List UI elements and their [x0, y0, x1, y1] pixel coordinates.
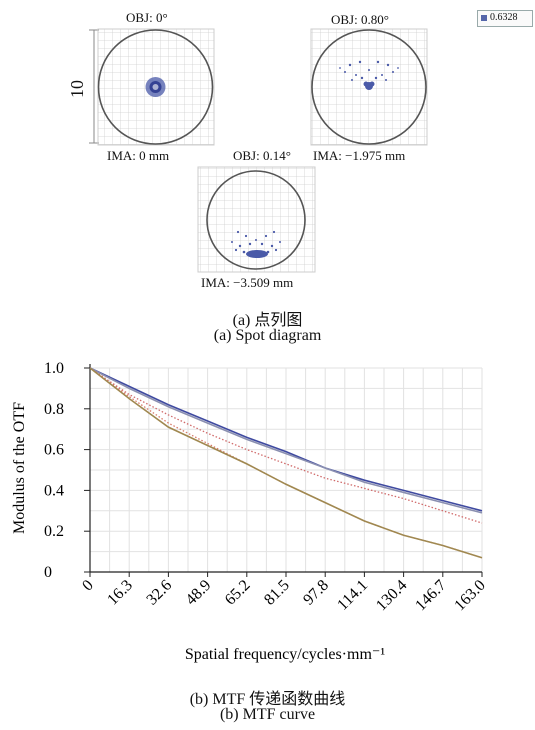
spot-cluster-2 — [339, 60, 399, 90]
scale-label: 10 — [67, 80, 87, 98]
y-tick-label: 0.2 — [44, 523, 64, 540]
spot-field-1 — [97, 28, 215, 146]
y-tick-label: 0.4 — [44, 482, 64, 499]
x-tick-label: 16.3 — [104, 577, 136, 609]
field-1-ima-label: IMA: 0 mm — [107, 148, 170, 163]
x-tick-label: 97.8 — [300, 577, 332, 609]
y-tick-labels: 0 0.2 0.4 0.6 0.8 1.0 — [44, 360, 90, 581]
field-1-obj-label: OBJ: 0° — [126, 10, 168, 25]
spot-field-2 — [310, 28, 428, 146]
x-axis-label: Spatial frequency/cycles·mm⁻¹ — [185, 646, 385, 663]
x-tick-label: 163.0 — [451, 577, 488, 614]
mtf-caption-cn: (b) MTF 传递函数曲线 — [189, 691, 346, 708]
y-tick-label: 1.0 — [44, 360, 64, 377]
y-tick-label: 0.8 — [44, 401, 64, 418]
field-2-obj-label: OBJ: 0.80° — [331, 12, 389, 27]
y-tick-label: 0 — [44, 564, 52, 581]
x-tick-label: 0 — [79, 577, 97, 595]
series-line-1 — [89, 367, 483, 512]
spot-caption-en: (a) Spot diagram — [213, 327, 322, 344]
spot-caption-cn: (a) 点列图 — [232, 312, 303, 329]
wavelength-label: 0.6328 — [490, 12, 518, 23]
x-tick-labels: 0 16.3 32.6 48.9 65.2 81.5 97.8 114.1 130.4 146.7… — [79, 572, 489, 614]
legend-swatch — [481, 15, 487, 21]
x-tick-label: 130.4 — [373, 577, 410, 614]
field-3-obj-label: OBJ: 0.14° — [233, 148, 291, 163]
mtf-chart: 0 0.2 0.4 0.6 0.8 1.0 0 16.3 32.6 48.9 65.2 81.5 97… — [11, 360, 489, 663]
series-line-5 — [89, 367, 483, 559]
y-tick-label: 0.6 — [44, 442, 64, 459]
field-2-ima-label: IMA: −1.975 mm — [313, 148, 406, 163]
spot-cluster-3 — [231, 230, 281, 258]
spot-field-3 — [197, 166, 316, 273]
x-tick-label: 146.7 — [412, 577, 449, 614]
x-tick-label: 114.1 — [334, 577, 371, 614]
x-tick-label: 81.5 — [261, 577, 293, 609]
wavelength-legend: 0.6328 — [477, 10, 533, 27]
x-tick-label: 48.9 — [183, 577, 215, 609]
field-3-ima-label: IMA: −3.509 mm — [201, 275, 294, 290]
series-line-2 — [89, 367, 483, 514]
spot-diagram-graphics — [89, 28, 428, 273]
y-axis-label: Modulus of the OTF — [11, 402, 28, 534]
chart-series — [89, 367, 483, 559]
x-tick-label: 32.6 — [143, 577, 175, 609]
x-tick-label: 65.2 — [222, 577, 254, 609]
mtf-caption-en: (b) MTF curve — [219, 706, 316, 723]
